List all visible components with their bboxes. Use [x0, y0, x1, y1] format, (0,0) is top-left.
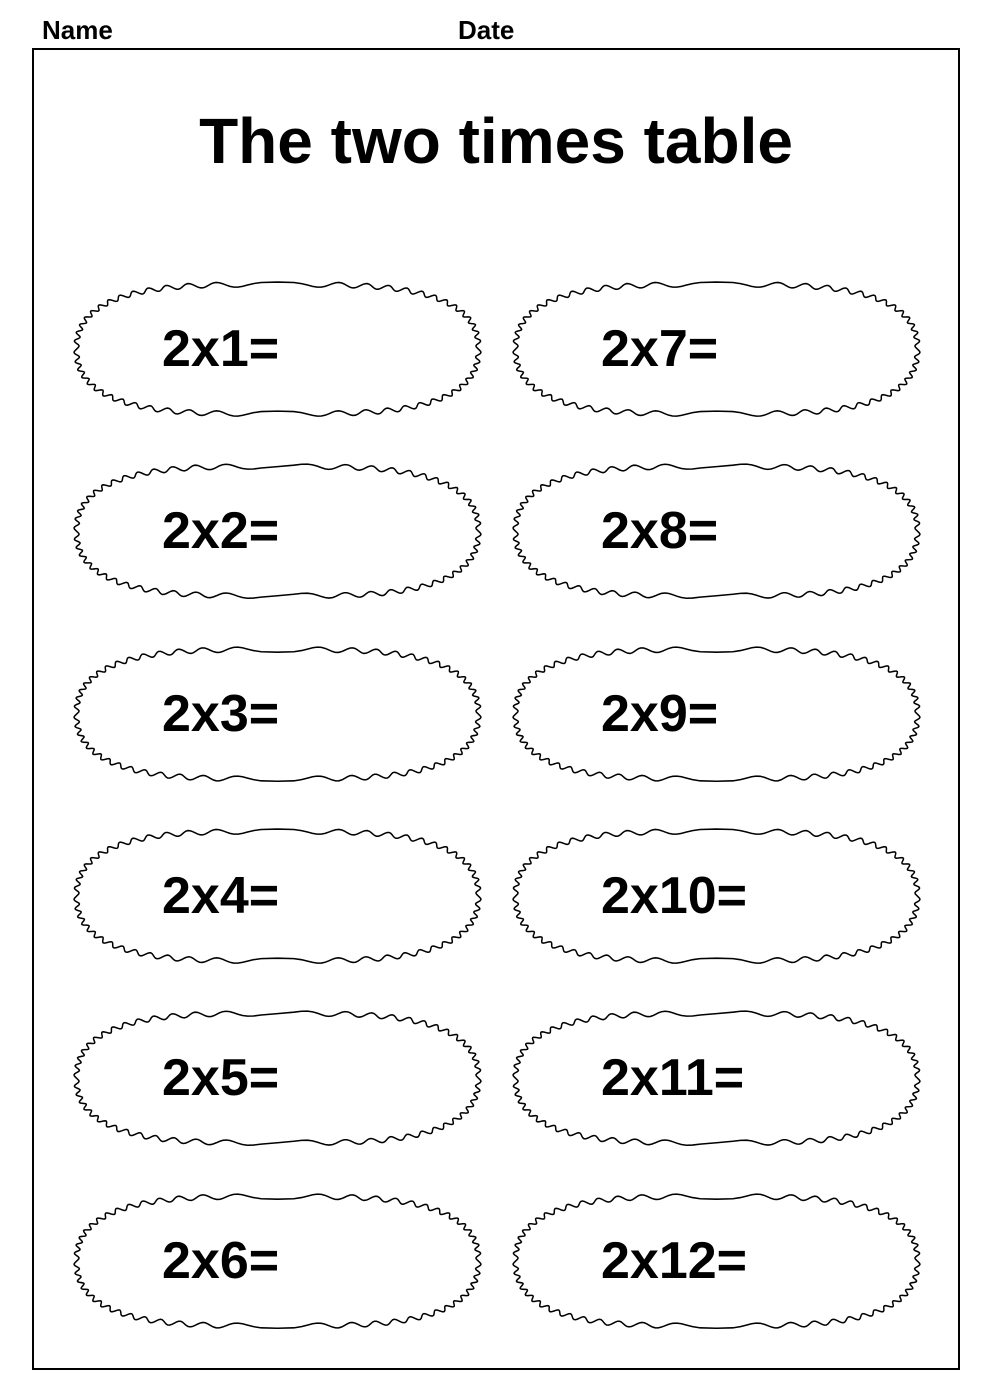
name-label: Name [42, 15, 113, 46]
problem-bubble: 2x8= [511, 462, 922, 600]
problem-bubble: 2x7= [511, 280, 922, 418]
worksheet-page: Name Date The two times table 2x1= 2x2= … [0, 0, 989, 1400]
problem-bubble: 2x11= [511, 1009, 922, 1147]
problem-bubble: 2x12= [511, 1192, 922, 1330]
worksheet-frame: The two times table 2x1= 2x2= 2x3= 2x4= [32, 48, 960, 1370]
problem-text: 2x5= [72, 1052, 279, 1104]
problem-text: 2x8= [511, 505, 718, 557]
problem-text: 2x6= [72, 1235, 279, 1287]
problem-text: 2x9= [511, 688, 718, 740]
date-label: Date [458, 15, 514, 46]
problem-text: 2x3= [72, 688, 279, 740]
problem-bubble: 2x5= [72, 1009, 483, 1147]
problem-bubble: 2x6= [72, 1192, 483, 1330]
problem-bubble: 2x3= [72, 645, 483, 783]
problem-text: 2x12= [511, 1235, 747, 1287]
problem-bubble: 2x2= [72, 462, 483, 600]
problem-text: 2x4= [72, 870, 279, 922]
problem-text: 2x10= [511, 870, 747, 922]
problem-text: 2x7= [511, 323, 718, 375]
problem-bubble: 2x1= [72, 280, 483, 418]
problem-bubble: 2x4= [72, 827, 483, 965]
problems-grid: 2x1= 2x2= 2x3= 2x4= 2x5= 2x6= [72, 280, 922, 1330]
problem-text: 2x1= [72, 323, 279, 375]
worksheet-title: The two times table [34, 104, 958, 178]
problem-bubble: 2x9= [511, 645, 922, 783]
problem-text: 2x2= [72, 505, 279, 557]
problem-text: 2x11= [511, 1052, 744, 1104]
problem-bubble: 2x10= [511, 827, 922, 965]
